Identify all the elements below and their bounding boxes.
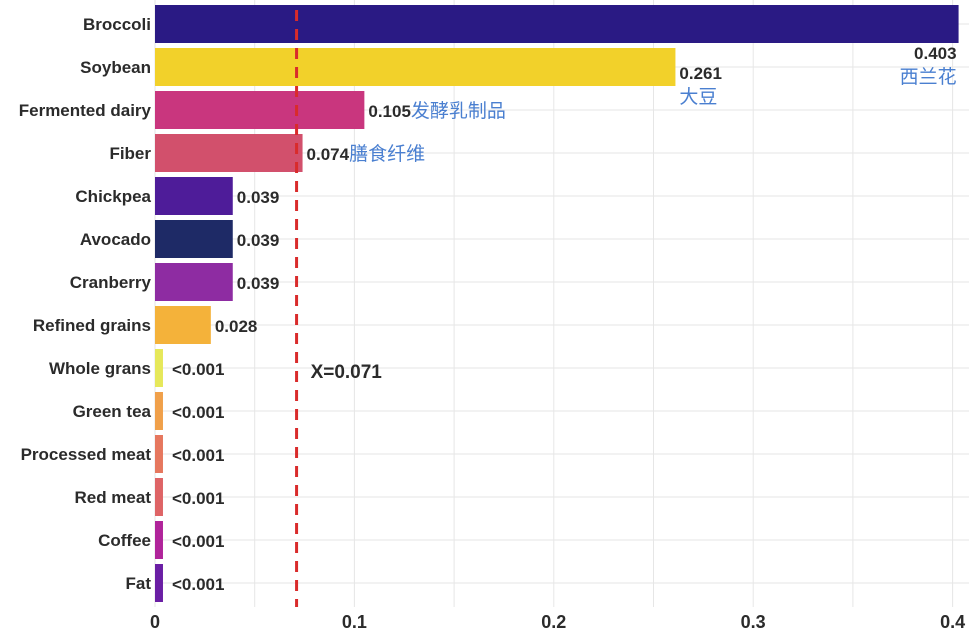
x-tick-label: 0.3 (741, 612, 766, 632)
bar-fermented-dairy (155, 91, 365, 129)
bar-chickpea (155, 177, 233, 215)
bar-broccoli (155, 5, 959, 43)
category-label-chickpea: Chickpea (75, 187, 151, 206)
labels: Broccoli 0.403 西兰花 Soybean 0.261 大豆 Fermented … (19, 15, 957, 594)
category-label-red-meat: Red meat (74, 488, 151, 507)
x-tick-label: 0.1 (342, 612, 367, 632)
x-tick-label: 0.4 (940, 612, 965, 632)
value-label-green-tea: <0.001 (172, 403, 224, 422)
category-label-avocado: Avocado (80, 230, 151, 249)
translation-label-soybean: 大豆 (679, 86, 717, 108)
value-label-fermented-dairy: 0.105 (368, 102, 411, 121)
value-label-red-meat: <0.001 (172, 489, 224, 508)
reference-line-label: X=0.071 (311, 362, 383, 383)
reference-line-group: X=0.071 (295, 10, 383, 607)
category-label-cranberry: Cranberry (70, 273, 152, 292)
x-tick-label: 0 (150, 612, 160, 632)
category-label-refined-grains: Refined grains (33, 316, 151, 335)
translation-label-fermented-dairy: 发酵乳制品 (411, 100, 506, 122)
bar-whole-grans (155, 349, 163, 387)
value-label-broccoli: 0.403 (914, 44, 957, 63)
bars (155, 5, 959, 602)
value-label-avocado: 0.039 (237, 231, 280, 250)
bar-processed-meat (155, 435, 163, 473)
value-label-fat: <0.001 (172, 575, 224, 594)
x-axis-ticks: 0 0.1 0.2 0.3 0.4 (150, 612, 965, 632)
value-label-soybean: 0.261 (679, 64, 722, 83)
x-tick-label: 0.2 (541, 612, 566, 632)
value-label-refined-grains: 0.028 (215, 317, 258, 336)
category-label-soybean: Soybean (80, 58, 151, 77)
category-label-fiber: Fiber (109, 144, 151, 163)
bar-cranberry (155, 263, 233, 301)
category-label-green-tea: Green tea (73, 402, 152, 421)
category-label-whole-grans: Whole grans (49, 359, 151, 378)
category-label-processed-meat: Processed meat (21, 445, 152, 464)
category-label-fermented-dairy: Fermented dairy (19, 101, 152, 120)
value-label-chickpea: 0.039 (237, 188, 280, 207)
category-label-fat: Fat (126, 574, 152, 593)
value-label-fiber: 0.074 (307, 145, 350, 164)
translation-label-fiber: 膳食纤维 (349, 143, 425, 165)
translation-label-broccoli: 西兰花 (900, 66, 957, 88)
value-label-coffee: <0.001 (172, 532, 224, 551)
bar-refined-grains (155, 306, 211, 344)
value-label-cranberry: 0.039 (237, 274, 280, 293)
bar-red-meat (155, 478, 163, 516)
value-label-processed-meat: <0.001 (172, 446, 224, 465)
bar-green-tea (155, 392, 163, 430)
bar-fiber (155, 134, 303, 172)
category-label-broccoli: Broccoli (83, 15, 151, 34)
bar-soybean (155, 48, 676, 86)
bar-fat (155, 564, 163, 602)
bar-avocado (155, 220, 233, 258)
value-label-whole-grans: <0.001 (172, 360, 224, 379)
category-label-coffee: Coffee (98, 531, 151, 550)
bar-coffee (155, 521, 163, 559)
